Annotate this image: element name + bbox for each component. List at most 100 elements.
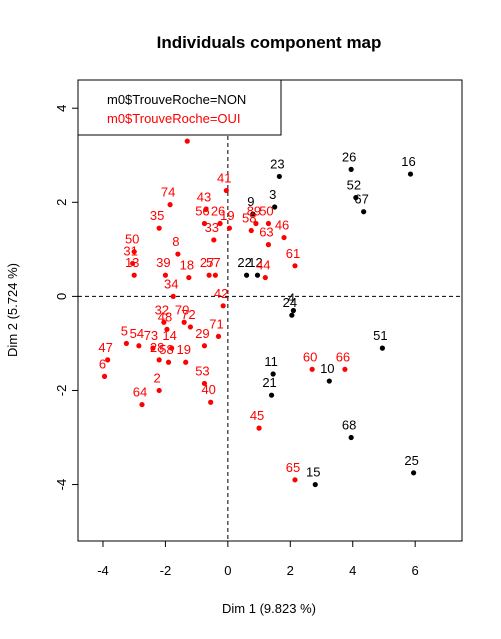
point-marker <box>256 425 262 431</box>
y-tick-label: 2 <box>54 199 69 206</box>
point-marker <box>156 357 162 363</box>
point-label: 56 <box>195 203 209 218</box>
legend-entry-non: m0$TrouveRoche=NON <box>107 92 246 107</box>
point-label: 40 <box>201 382 215 397</box>
point-label: 46 <box>275 218 289 233</box>
point-marker <box>150 345 156 351</box>
point-marker <box>184 138 190 144</box>
point-marker <box>211 237 217 243</box>
point-marker <box>206 272 212 278</box>
x-tick-label: 4 <box>349 563 356 578</box>
legend: m0$TrouveRoche=NON m0$TrouveRoche=OUI <box>77 79 282 136</box>
point-marker <box>201 343 208 349</box>
x-tick-label: -4 <box>97 563 109 578</box>
point-marker <box>254 272 261 278</box>
point-label: 47 <box>98 340 112 355</box>
point-label: 14 <box>162 328 176 343</box>
point-marker <box>276 173 282 180</box>
point-marker <box>292 263 298 269</box>
point-marker <box>309 366 315 372</box>
chart-title: Individuals component map <box>157 33 382 52</box>
point-marker <box>123 340 129 347</box>
point-marker <box>268 392 275 398</box>
point-marker <box>161 319 167 325</box>
point-label: 9 <box>247 194 254 209</box>
point-marker <box>139 401 145 408</box>
point-label: 50 <box>259 203 273 218</box>
point-marker <box>272 204 278 210</box>
point-marker <box>342 366 348 372</box>
point-label: 26 <box>342 149 356 164</box>
point-marker <box>262 274 268 281</box>
point-marker <box>201 380 208 387</box>
point-marker <box>411 470 417 476</box>
y-tick-label: 4 <box>54 105 69 112</box>
point-marker <box>281 234 287 241</box>
point-marker <box>156 225 162 231</box>
y-tick-label: -2 <box>54 385 69 397</box>
point-label: 10 <box>320 361 334 376</box>
point-marker <box>175 251 181 257</box>
point-label: 52 <box>347 178 361 193</box>
point-label: 34 <box>164 276 178 291</box>
point-label: 3 <box>269 187 276 202</box>
point-label: 63 <box>259 225 273 240</box>
point-marker <box>130 260 136 267</box>
point-label: 72 <box>181 307 195 322</box>
point-marker <box>156 387 162 394</box>
point-label: 19 <box>220 208 234 223</box>
point-label: 60 <box>303 349 317 364</box>
point-marker <box>187 324 193 330</box>
y-tick-label: 0 <box>54 293 69 300</box>
point-marker <box>131 272 137 278</box>
point-marker <box>203 206 209 212</box>
point-label: 39 <box>156 255 170 270</box>
point-label: 33 <box>205 220 219 235</box>
points-layer: 1626526723392212424112110516815256230744… <box>98 107 419 488</box>
point-marker <box>292 477 298 483</box>
point-label: 11 <box>264 354 278 369</box>
point-label: 5 <box>121 323 128 338</box>
point-label: 50 <box>125 232 139 247</box>
point-marker <box>248 227 254 234</box>
point-label: 6 <box>99 356 106 371</box>
point-label: 26 <box>211 203 225 218</box>
x-axis-label: Dim 1 (9.823 %) <box>222 601 316 616</box>
point-marker <box>223 187 229 194</box>
point-label: 73 <box>144 328 158 343</box>
point-marker <box>101 373 108 379</box>
point-marker <box>243 272 250 278</box>
point-marker <box>215 333 222 339</box>
point-label: 68 <box>342 418 356 433</box>
point-label: 27 <box>200 255 214 270</box>
point-label: 4 <box>288 291 295 306</box>
point-label: 64 <box>133 385 147 400</box>
x-tick-label: 6 <box>412 563 419 578</box>
point-label: 2 <box>154 370 161 385</box>
point-label: 67 <box>354 192 368 207</box>
point-label: 25 <box>404 453 418 468</box>
point-marker <box>169 345 175 351</box>
point-marker <box>165 359 172 365</box>
point-label: 29 <box>195 326 209 341</box>
point-marker <box>289 312 295 318</box>
point-marker <box>407 171 414 177</box>
x-tick-label: 2 <box>287 563 294 578</box>
point-marker <box>353 195 359 201</box>
point-label: 43 <box>197 189 211 204</box>
legend-entry-oui: m0$TrouveRoche=OUI <box>107 111 241 126</box>
legend-box <box>77 79 282 136</box>
point-label: 42 <box>214 286 228 301</box>
point-marker <box>181 319 187 325</box>
x-axis: -4 -2 0 2 4 6 <box>97 541 419 578</box>
point-marker <box>361 209 367 215</box>
point-label: 18 <box>180 258 194 273</box>
point-marker <box>105 357 111 363</box>
point-label: 58 <box>242 211 256 226</box>
point-label: 57 <box>206 255 220 270</box>
point-marker <box>183 359 189 365</box>
plot-frame <box>77 79 463 542</box>
point-label: 23 <box>270 156 284 171</box>
point-label: 41 <box>217 171 231 186</box>
